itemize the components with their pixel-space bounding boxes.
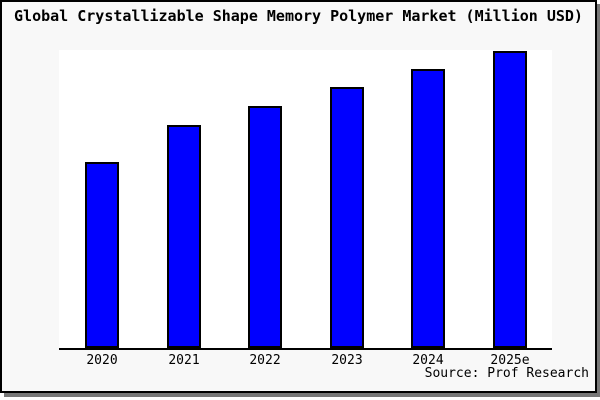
bar-2021	[167, 125, 201, 348]
source-credit: Source: Prof Research	[424, 366, 589, 381]
bar-2025e	[493, 51, 527, 348]
chart-title: Global Crystallizable Shape Memory Polym…	[14, 7, 583, 25]
bar-2020	[85, 162, 119, 348]
bar-2024	[411, 69, 445, 348]
x-tick-label-2021: 2021	[168, 353, 200, 368]
plot-area	[59, 50, 552, 350]
x-tick-label-2022: 2022	[249, 353, 281, 368]
bar-2023	[330, 87, 364, 348]
x-tick-label-2023: 2023	[331, 353, 363, 368]
x-tick-label-2025e: 2025e	[490, 353, 530, 368]
x-tick-label-2020: 2020	[86, 353, 118, 368]
bar-2022	[248, 106, 282, 348]
chart-card: Global Crystallizable Shape Memory Polym…	[0, 0, 597, 393]
x-tick-label-2024: 2024	[412, 353, 444, 368]
